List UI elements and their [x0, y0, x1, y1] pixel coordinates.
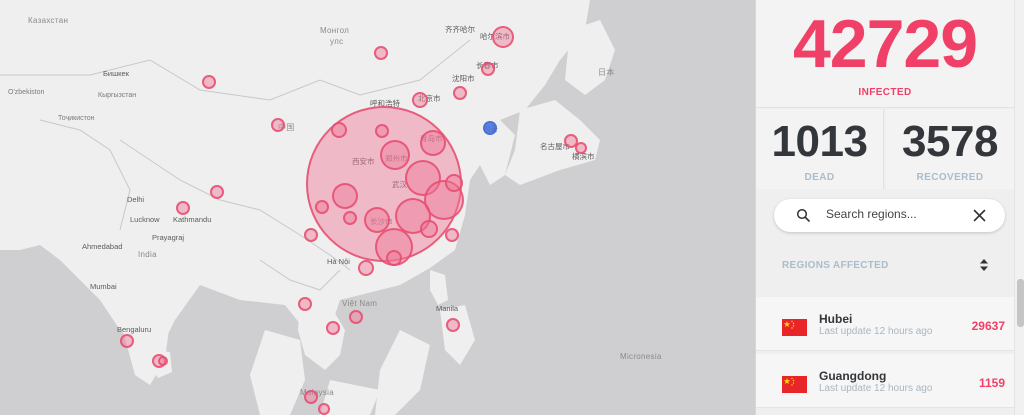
case-bubble[interactable] [210, 185, 224, 199]
recovered-label: RECOVERED [916, 172, 984, 183]
case-bubble[interactable] [380, 140, 410, 170]
label-shenyang: 沈阳市 [452, 74, 475, 83]
case-bubble[interactable] [271, 118, 285, 132]
sort-icon[interactable] [979, 258, 989, 272]
infected-count: 42729 [792, 6, 978, 82]
label-mumbai: Mumbai [90, 282, 117, 291]
label-ahmedabad: Ahmedabad [82, 242, 123, 251]
case-bubble[interactable] [315, 200, 329, 214]
dead-panel: 1013 DEAD [756, 109, 884, 189]
region-row-guangdong[interactable]: Guangdong Last update 12 hours ago 1159 [756, 354, 1014, 408]
region-row-hubei[interactable]: Hubei Last update 12 hours ago 29637 [756, 297, 1014, 351]
label-prayagraj: Prayagraj [152, 233, 185, 242]
case-bubble[interactable] [202, 75, 216, 89]
label-japan: 日本 [598, 68, 615, 77]
case-bubble[interactable] [176, 201, 190, 215]
case-bubble[interactable] [343, 211, 357, 225]
case-bubble[interactable] [492, 26, 514, 48]
label-kyrgyzstan: Кыргызстан [98, 92, 137, 99]
infected-label: INFECTED [858, 87, 912, 98]
location-marker[interactable] [483, 121, 497, 135]
regions-title: REGIONS AFFECTED [782, 260, 889, 271]
recovered-panel: 3578 RECOVERED [886, 109, 1014, 189]
label-beijing: 北京市 [418, 94, 441, 103]
label-kazakhstan: Казахстан [28, 16, 69, 25]
label-manila: Manila [436, 304, 459, 313]
label-lucknow: Lucknow [130, 215, 160, 224]
case-bubble[interactable] [358, 260, 374, 276]
label-micronesia: Micronesia [620, 352, 662, 361]
case-bubble[interactable] [453, 86, 467, 100]
label-hanoi: Hà Nội [327, 257, 350, 266]
label-bishkek: Бишкек [103, 69, 129, 78]
scrollbar-thumb[interactable] [1017, 279, 1024, 327]
case-bubble[interactable] [395, 198, 431, 234]
case-bubble[interactable] [445, 174, 463, 192]
map[interactable]: Казахстан Монгол улс Бишкек Кыргызстан O… [0, 0, 755, 415]
label-yokohama: 横滨市 [572, 152, 595, 161]
close-icon[interactable] [973, 209, 986, 222]
label-hohhot: 呼和浩特 [370, 99, 400, 108]
dead-label: DEAD [804, 172, 835, 183]
label-uzbekistan: O'zbekiston [8, 89, 45, 96]
label-kathmandu: Kathmandu [173, 215, 212, 224]
dead-count: 1013 [771, 117, 868, 166]
case-bubble[interactable] [420, 130, 446, 156]
region-name: Hubei [819, 312, 853, 326]
sidebar: 42729 INFECTED 1013 DEAD 3578 RECOVERED … [755, 0, 1024, 415]
case-bubble[interactable] [364, 207, 390, 233]
recovered-count: 3578 [902, 117, 998, 166]
case-bubble[interactable] [375, 124, 389, 138]
case-bubble[interactable] [318, 403, 330, 415]
case-bubble[interactable] [332, 183, 358, 209]
case-bubble[interactable] [158, 356, 168, 366]
region-count: 29637 [971, 319, 1005, 333]
regions-header: REGIONS AFFECTED [756, 244, 1014, 284]
china-flag-icon [782, 376, 807, 393]
infected-panel: 42729 INFECTED [756, 0, 1014, 108]
search-input[interactable] [826, 207, 966, 221]
case-bubble[interactable] [298, 297, 312, 311]
case-bubble[interactable] [575, 142, 587, 154]
case-bubble[interactable] [386, 250, 402, 266]
label-delhi: Delhi [127, 195, 145, 204]
search-box[interactable] [774, 199, 1005, 232]
search-icon [796, 208, 810, 222]
case-bubble[interactable] [326, 321, 340, 335]
label-mongolia: Монгол [320, 26, 350, 35]
scrollbar[interactable] [1014, 0, 1024, 415]
case-bubble[interactable] [420, 220, 438, 238]
label-nagoya: 名古屋市 [540, 142, 570, 151]
case-bubble[interactable] [120, 334, 134, 348]
region-update: Last update 12 hours ago [819, 383, 933, 394]
case-bubble[interactable] [331, 122, 347, 138]
case-bubble[interactable] [374, 46, 388, 60]
region-list: Hubei Last update 12 hours ago 29637 Gua… [756, 297, 1014, 411]
case-bubble[interactable] [481, 62, 495, 76]
region-count: 1159 [978, 376, 1005, 390]
label-china: 中国 [278, 123, 295, 132]
case-bubble[interactable] [304, 390, 318, 404]
label-india: India [138, 250, 157, 259]
case-bubble[interactable] [446, 318, 460, 332]
label-viet-nam: Việt Nam [342, 299, 378, 308]
case-bubble[interactable] [304, 228, 318, 242]
label-tajikistan: Тоҷикистон [58, 115, 95, 122]
label-qiqihar: 齐齐哈尔 [445, 25, 475, 34]
case-bubble[interactable] [564, 134, 578, 148]
label-mongolia-2: улс [330, 37, 344, 46]
region-name: Guangdong [819, 369, 887, 383]
case-bubble[interactable] [349, 310, 363, 324]
china-flag-icon [782, 319, 807, 336]
case-bubble[interactable] [412, 92, 428, 108]
label-bengaluru: Bengaluru [117, 325, 152, 334]
case-bubble[interactable] [445, 228, 459, 242]
map-basemap [0, 0, 615, 415]
region-update: Last update 12 hours ago [819, 326, 933, 337]
